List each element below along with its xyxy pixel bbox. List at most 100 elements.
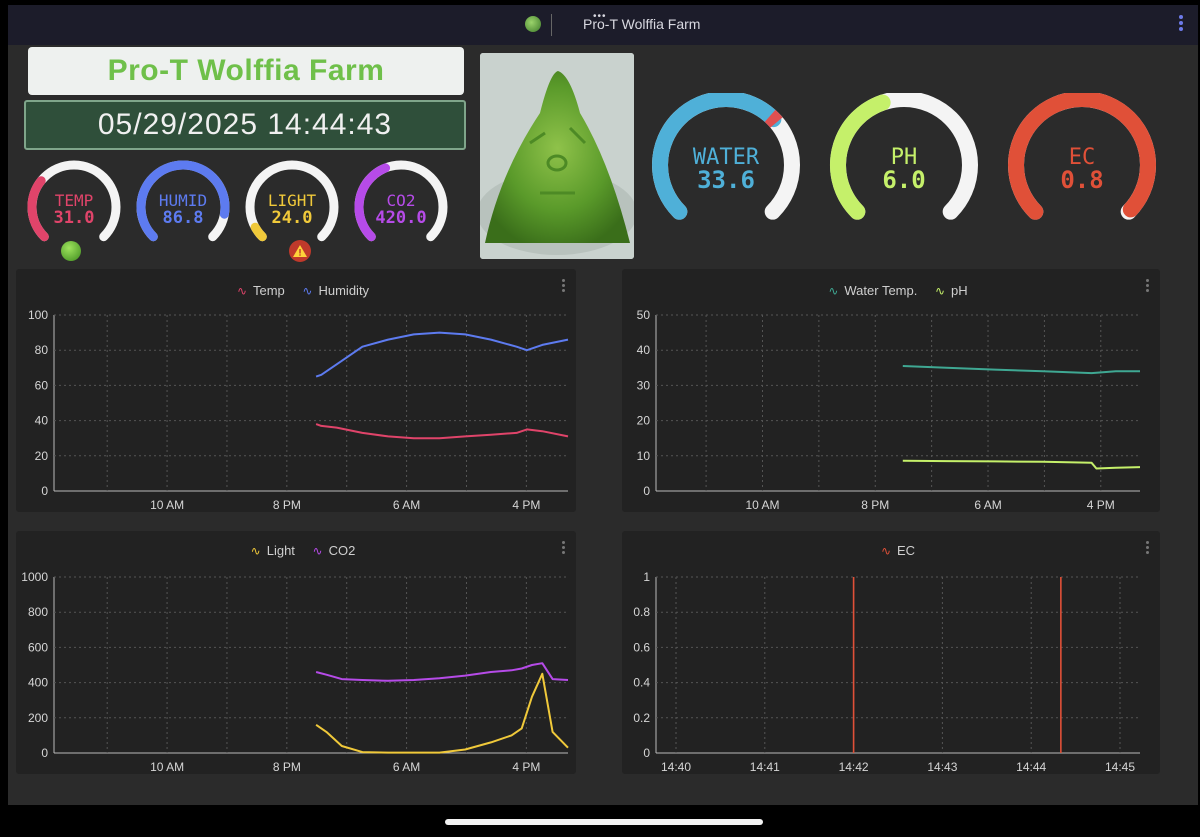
light-gauge-value: 24.0	[272, 208, 313, 228]
chart-menu-icon[interactable]	[562, 277, 566, 294]
light-gauge-label: LIGHT	[268, 191, 317, 210]
x-tick-label: 14:40	[661, 760, 691, 774]
chart-legend: ∿ Water Temp. ∿ pH	[622, 283, 1160, 298]
legend-water-temp[interactable]: Water Temp.	[844, 283, 918, 298]
legend-ph[interactable]: pH	[951, 283, 968, 298]
legend-light[interactable]: Light	[266, 543, 295, 558]
ec-gauge-label: EC	[1069, 145, 1096, 170]
legend-swatch-co2-icon: ∿	[312, 544, 323, 558]
datetime-display: 05/29/2025 14:44:43	[24, 100, 466, 150]
chart-legend: ∿ Light ∿ CO2	[16, 543, 576, 558]
water-gauge-marker	[764, 109, 783, 128]
x-tick-label: 14:44	[1016, 760, 1046, 774]
y-tick-label: 20	[637, 414, 651, 428]
chart-menu-icon[interactable]	[562, 539, 566, 556]
y-tick-label: 0.4	[633, 676, 650, 690]
app-bar: ••• Pro-T Wolffia Farm	[8, 5, 1198, 45]
ec-gauge: EC0.8	[1008, 93, 1156, 220]
series-ph-line	[902, 459, 1141, 470]
chart-ec: 0 0.2 0.4 0.6 0.8 1 14:40 14:41 14:42 14:43 14:44 1…	[633, 570, 1140, 774]
chart-menu-icon[interactable]	[1146, 277, 1150, 294]
y-tick-label: 800	[28, 605, 48, 619]
light-warning-icon	[289, 240, 311, 262]
water-gauge-label: WATER	[693, 145, 760, 170]
x-tick-label: 14:43	[927, 760, 957, 774]
light-gauge-fill	[250, 222, 267, 242]
y-tick-label: 0.6	[633, 640, 650, 654]
chart-card-temp-humidity: ∿ Temp ∿ Humidity 0 20 40 60 80 100 10 AM 8 PM 6 A…	[16, 269, 576, 512]
chart-legend: ∿ Temp ∿ Humidity	[16, 283, 576, 298]
series-co2-line	[315, 662, 569, 682]
ec-gauge-fill	[1008, 93, 1156, 220]
system-nav-bar	[0, 805, 1200, 837]
chart-water-ph: 0 10 20 30 40 50 10 AM 8 PM 6 AM 4 PM	[637, 308, 1141, 512]
water-gauge-value: 33.6	[697, 166, 755, 194]
overflow-menu-icon[interactable]	[1178, 13, 1184, 35]
app-logo-icon	[525, 16, 541, 32]
chart-light-co2: 0 200 400 600 800 1000 10 AM 8 PM 6 AM 4 PM	[21, 570, 569, 774]
y-tick-label: 80	[35, 343, 49, 357]
series-water-temp-line	[902, 365, 1140, 375]
series-temp-line	[315, 423, 569, 440]
ec-gauge-value: 0.8	[1060, 166, 1103, 194]
co2-gauge-label: CO2	[387, 191, 416, 210]
x-tick-label: 8 PM	[861, 498, 889, 512]
y-tick-label: 0.8	[633, 605, 650, 619]
y-tick-label: 400	[28, 676, 48, 690]
humid-gauge-value: 86.8	[163, 208, 204, 228]
legend-temp[interactable]: Temp	[253, 283, 285, 298]
app-bar-divider	[551, 14, 552, 36]
humid-gauge-label: HUMID	[159, 191, 207, 210]
y-tick-label: 20	[35, 449, 49, 463]
x-tick-label: 4 PM	[512, 760, 540, 774]
chart-card-ec: ∿ EC 0 0.2 0.4 0.6 0.8 1 14:40 14:41 14:42 14:43 14…	[622, 531, 1160, 774]
x-tick-label: 10 AM	[745, 498, 779, 512]
x-tick-label: 8 PM	[273, 760, 301, 774]
brand-title: Pro-T Wolffia Farm	[28, 47, 464, 95]
x-tick-label: 6 AM	[393, 498, 420, 512]
legend-swatch-temp-icon: ∿	[236, 284, 247, 298]
chart-temp-humidity: 0 20 40 60 80 100 10 AM 8 PM 6 AM 4 PM	[28, 308, 569, 512]
temp-gauge-label: TEMP	[55, 191, 94, 210]
wolffia-photo-illustration	[480, 53, 634, 259]
x-tick-label: 10 AM	[150, 760, 184, 774]
y-tick-label: 200	[28, 711, 48, 725]
legend-co2[interactable]: CO2	[328, 543, 356, 558]
temp-gauge-value: 31.0	[54, 208, 95, 228]
legend-swatch-light-icon: ∿	[250, 544, 261, 558]
legend-humidity[interactable]: Humidity	[318, 283, 370, 298]
legend-swatch-ec-icon: ∿	[880, 544, 891, 558]
legend-ec[interactable]: EC	[897, 543, 916, 558]
x-tick-label: 6 AM	[393, 760, 420, 774]
y-tick-label: 1000	[21, 570, 48, 584]
chart-card-water-ph: ∿ Water Temp. ∿ pH 0 10 20 30 40 50 10 AM 8 PM 6 A…	[622, 269, 1160, 512]
series-light-line	[315, 672, 569, 754]
legend-swatch-humidity-icon: ∿	[302, 284, 313, 298]
y-tick-label: 0	[643, 746, 650, 760]
y-tick-label: 0	[41, 484, 48, 498]
y-tick-label: 0.2	[633, 711, 650, 725]
ph-gauge-fill	[830, 94, 891, 220]
temp-gauge-fill	[27, 176, 49, 242]
home-indicator[interactable]	[445, 819, 763, 825]
y-tick-label: 100	[28, 308, 48, 322]
y-tick-label: 40	[637, 343, 651, 357]
x-tick-label: 14:41	[750, 760, 780, 774]
y-tick-label: 0	[643, 484, 650, 498]
chart-card-light-co2: ∿ Light ∿ CO2 0 200 400 600 800 1000 10 AM 8 PM 6 …	[16, 531, 576, 774]
light-gauge-track	[245, 160, 339, 242]
y-tick-label: 40	[35, 414, 49, 428]
x-tick-label: 8 PM	[273, 498, 301, 512]
co2-gauge-fill	[354, 163, 391, 242]
legend-swatch-ph-icon: ∿	[934, 284, 946, 298]
x-tick-label: 6 AM	[974, 498, 1001, 512]
window-title: Pro-T Wolffia Farm	[583, 16, 701, 32]
chart-menu-icon[interactable]	[1146, 539, 1150, 556]
app-screen: ••• Pro-T Wolffia Farm Pro-T Wolffia Far…	[8, 5, 1198, 805]
y-tick-label: 600	[28, 640, 48, 654]
